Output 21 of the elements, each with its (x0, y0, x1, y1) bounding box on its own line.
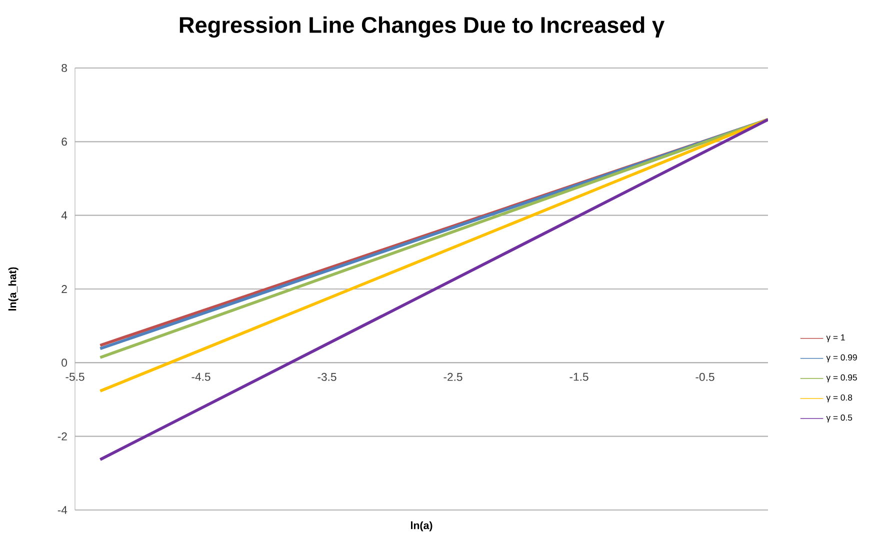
legend-label: γ = 0.5 (826, 414, 852, 422)
x-tick-label: -5.5 (66, 372, 84, 381)
y-tick-label: 6 (62, 138, 67, 146)
y-tick-label: 8 (62, 64, 67, 72)
legend-label: γ = 0.95 (826, 374, 857, 382)
legend-label: γ = 0.99 (826, 354, 857, 362)
y-tick-label: 0 (62, 358, 67, 367)
y-axis-title: ln(a_hat) (8, 267, 18, 310)
y-tick-label: -2 (58, 432, 67, 440)
y-tick-label: -4 (58, 506, 68, 514)
x-tick-label: -2.5 (444, 372, 462, 381)
x-tick-label: -4.5 (192, 372, 210, 381)
x-tick-label: -3.5 (318, 372, 336, 381)
chart-title: Regression Line Changes Due to Increased γ (180, 16, 665, 38)
legend-label: γ = 0.8 (826, 394, 852, 402)
y-tick-label: 2 (62, 285, 67, 293)
y-tick-label: 4 (61, 211, 68, 220)
x-tick-label: -1.5 (570, 372, 588, 381)
x-axis-title: ln(a) (410, 521, 432, 532)
legend-label: γ = 1 (826, 334, 845, 342)
x-tick-label: -0.5 (696, 372, 714, 381)
